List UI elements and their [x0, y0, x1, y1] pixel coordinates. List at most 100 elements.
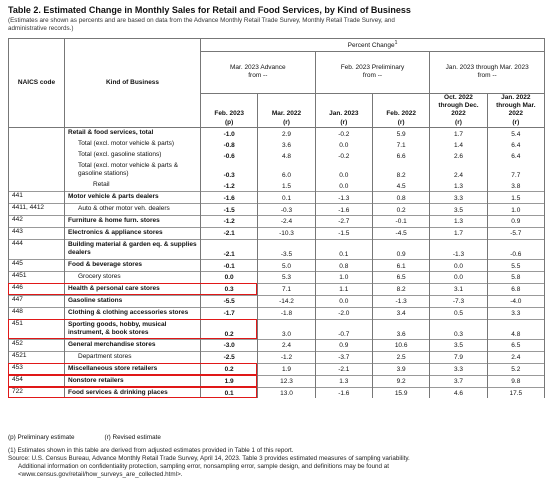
value: 0.9: [314, 338, 373, 352]
naics-code: 441: [8, 191, 65, 204]
legend-p: (p) Preliminary estimate: [8, 434, 75, 441]
value: 0.2: [199, 318, 259, 340]
value: 10.6: [371, 338, 431, 352]
value: 8.2: [371, 160, 431, 181]
value: 3.6: [257, 139, 316, 150]
value: 5.5: [486, 259, 546, 272]
business-name: Building material & garden eq. & supplie…: [64, 238, 201, 260]
value: -0.3: [199, 160, 259, 181]
value: 1.7: [429, 226, 488, 240]
value: -2.7: [314, 214, 373, 228]
table-row: 4411, 4412 Auto & other motor veh. dealer…: [8, 203, 546, 216]
value: 1.4: [429, 139, 488, 150]
value: 3.5: [429, 203, 488, 216]
value: 1.0: [486, 203, 546, 216]
business-name: Motor vehicle & parts dealers: [64, 191, 201, 204]
group-header: Mar. 2023 Advance from --: [200, 50, 316, 94]
value: 3.9: [371, 362, 431, 376]
value: -3.0: [199, 338, 259, 352]
table-row: Retail -1.2 1.5 0.0 4.5 1.3 3.8: [8, 180, 546, 192]
naics-code: 453: [8, 362, 65, 376]
column-label: Feb. 2023: [214, 110, 244, 118]
value: 4.6: [429, 386, 488, 399]
footnote: Additional information on confidentialit…: [18, 463, 390, 470]
value: 5.9: [371, 127, 431, 140]
value: 7.7: [486, 160, 546, 181]
value: 0.0: [314, 180, 373, 192]
business-name: Health & personal care stores: [64, 282, 201, 296]
column-header: Feb. 2023 (p): [199, 92, 259, 129]
naics-code: 447: [8, 294, 65, 308]
table-row: 445 Food & beverage stores -0.1 5.0 0.8 6.1 0.…: [8, 259, 546, 272]
table-row: 4521 Department stores -2.5 -1.2 -3.7 2.5 7.9 2…: [8, 350, 546, 364]
business-name: Food services & drinking places: [64, 386, 201, 399]
value: -0.1: [199, 259, 259, 272]
table-row: 442 Furniture & home furn. stores -1.2 -2.4…: [8, 214, 546, 228]
value: 1.9: [199, 374, 259, 388]
value: -0.6: [486, 238, 546, 260]
value: 1.3: [314, 374, 373, 388]
value: 1.7: [429, 127, 488, 140]
value: 6.6: [371, 150, 431, 161]
value: -0.1: [371, 214, 431, 228]
business-name: Miscellaneous store retailers: [64, 362, 201, 376]
value: 15.9: [371, 386, 431, 399]
name-header: Kind of Business: [64, 37, 201, 129]
table-row: 454 Nonstore retailers 1.9 12.3 1.3 9.2 3.7 9.8: [8, 374, 546, 388]
value: -2.4: [257, 214, 316, 228]
value: 2.4: [486, 350, 546, 364]
value: -2.0: [314, 306, 373, 320]
value: 5.4: [486, 127, 546, 140]
naics-code: [8, 127, 65, 140]
value: 0.3: [199, 282, 259, 296]
value: 1.0: [314, 270, 373, 284]
value: 3.6: [371, 318, 431, 340]
naics-code: [8, 150, 65, 161]
business-name: Total (excl. motor vehicle & parts & gas…: [64, 160, 201, 181]
naics-code: [8, 139, 65, 150]
value: -4.5: [371, 226, 431, 240]
value: 7.9: [429, 350, 488, 364]
value: 2.6: [429, 150, 488, 161]
value: 3.3: [429, 191, 488, 204]
value: 0.1: [314, 238, 373, 260]
business-name: Total (excl. motor vehicle & parts): [64, 139, 201, 150]
group-header: Jan. 2023 through Mar. 2023 from --: [429, 50, 545, 94]
naics-code: 446: [8, 282, 65, 296]
value: 0.1: [257, 191, 316, 204]
table-row: Retail & food services, total -1.0 2.9 -0.2…: [8, 127, 546, 140]
value: 2.5: [371, 350, 431, 364]
value: 6.8: [486, 282, 546, 296]
value: -10.3: [257, 226, 316, 240]
value: -1.2: [257, 350, 316, 364]
footnotes: (1) Estimates shown in this table are de…: [8, 447, 410, 479]
value: 3.0: [257, 318, 316, 340]
value: 3.4: [371, 306, 431, 320]
value: 0.2: [371, 203, 431, 216]
value: -1.3: [429, 238, 488, 260]
value: 0.9: [486, 214, 546, 228]
column-note: (p): [225, 118, 234, 126]
column-note: (r): [512, 118, 520, 126]
business-name: Total (excl. gasoline stations): [64, 150, 201, 161]
value: 0.0: [199, 270, 259, 284]
group-label: Jan. 2023 through Mar. 2023: [445, 63, 529, 71]
table-row: 444 Building material & garden eq. & supp…: [8, 238, 546, 260]
value: 0.5: [429, 306, 488, 320]
naics-code: 722: [8, 386, 65, 399]
super-header-text: Percent Change: [347, 42, 395, 50]
value: -2.1: [199, 226, 259, 240]
business-name: Department stores: [64, 350, 201, 364]
value: 7.1: [371, 139, 431, 150]
value: -2.5: [199, 350, 259, 364]
value: 4.5: [371, 180, 431, 192]
value: -5.5: [199, 294, 259, 308]
naics-code: 4411, 4412: [8, 203, 65, 216]
business-name: Auto & other motor veh. dealers: [64, 203, 201, 216]
value: -0.2: [314, 127, 373, 140]
table-row: 446 Health & personal care stores 0.3 7.1 1.…: [8, 282, 546, 296]
value: 5.3: [257, 270, 316, 284]
value: 17.5: [486, 386, 546, 399]
value: -5.7: [486, 226, 546, 240]
naics-code: [8, 180, 65, 192]
